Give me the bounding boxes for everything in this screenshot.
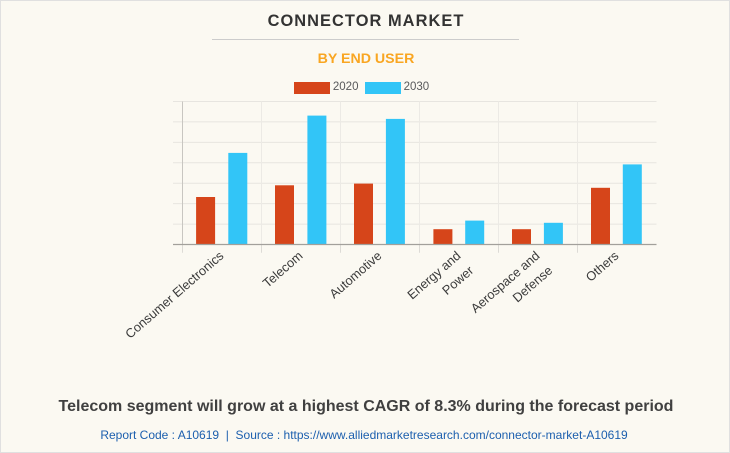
svg-text:Telecom: Telecom <box>260 248 306 291</box>
svg-text:Automotive: Automotive <box>326 248 384 301</box>
svg-text:Energy andPower: Energy andPower <box>404 247 477 316</box>
svg-text:Consumer Electronics: Consumer Electronics <box>122 248 226 340</box>
svg-text:Aerospace andDefense: Aerospace andDefense <box>468 248 556 331</box>
svg-text:Others: Others <box>583 248 622 285</box>
